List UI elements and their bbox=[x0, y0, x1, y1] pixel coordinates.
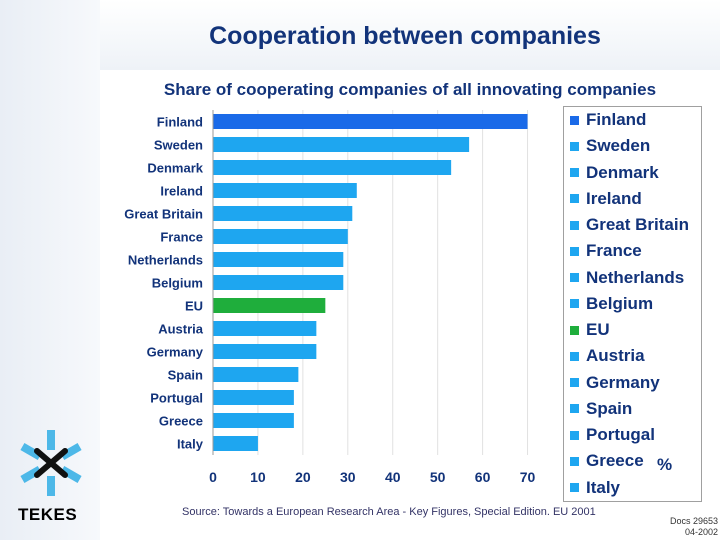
category-label: Germany bbox=[147, 345, 204, 360]
legend-item: Denmark bbox=[570, 161, 659, 185]
legend-item: Sweden bbox=[570, 134, 650, 158]
legend-item: Great Britain bbox=[570, 213, 689, 237]
legend-item: EU bbox=[570, 318, 610, 342]
category-label: Denmark bbox=[147, 161, 203, 176]
legend-label: France bbox=[586, 241, 642, 261]
legend-item: Netherlands bbox=[570, 266, 684, 290]
legend-swatch bbox=[570, 220, 579, 230]
legend-swatch bbox=[570, 404, 579, 414]
legend-label: Netherlands bbox=[586, 267, 685, 287]
tekes-logo-text: TEKES bbox=[18, 505, 78, 524]
category-label: Netherlands bbox=[128, 253, 203, 268]
legend-label: Ireland bbox=[586, 188, 642, 208]
legend-item: Belgium bbox=[570, 292, 653, 316]
bar-ireland bbox=[213, 183, 357, 198]
legend-item: Austria bbox=[570, 344, 645, 368]
legend-label: Germany bbox=[586, 372, 660, 392]
bar-netherlands bbox=[213, 252, 344, 267]
doc-id: Docs 29653 bbox=[669, 516, 718, 526]
bar-great-britain bbox=[213, 206, 353, 221]
category-label: Sweden bbox=[154, 138, 203, 153]
bar-greece bbox=[213, 413, 294, 428]
legend-label: EU bbox=[586, 320, 610, 340]
legend-label: Sweden bbox=[586, 136, 651, 156]
legend-swatch bbox=[570, 456, 579, 466]
bar-italy bbox=[213, 436, 258, 451]
bar-austria bbox=[213, 321, 317, 336]
legend-swatch bbox=[570, 299, 579, 309]
legend-swatch bbox=[570, 273, 579, 283]
category-label: Spain bbox=[168, 368, 203, 383]
category-label: France bbox=[160, 230, 203, 245]
legend-swatch bbox=[570, 115, 579, 125]
legend-item: Italy bbox=[570, 476, 620, 500]
legend-label: Finland bbox=[586, 110, 647, 129]
category-label: EU bbox=[185, 299, 203, 314]
category-label: Belgium bbox=[152, 276, 203, 291]
legend-label: Italy bbox=[586, 477, 621, 497]
chart-legend: Finland Sweden Denmark Ireland Great Britain… bbox=[563, 106, 702, 502]
category-label: Greece bbox=[159, 414, 203, 429]
header-band bbox=[100, 0, 720, 70]
x-tick-label: 60 bbox=[475, 469, 491, 485]
category-label: Ireland bbox=[160, 184, 203, 199]
legend-item: Greece bbox=[570, 449, 644, 473]
legend-swatch bbox=[570, 141, 579, 151]
bar-eu bbox=[213, 298, 326, 313]
legend-label: Denmark bbox=[586, 162, 659, 182]
legend-item: Finland bbox=[570, 108, 646, 132]
document-reference: Docs 29653 04-2002 bbox=[668, 516, 718, 538]
slide-title: Cooperation between companies bbox=[209, 22, 601, 50]
bar-spain bbox=[213, 367, 299, 382]
legend-label: Austria bbox=[586, 346, 645, 366]
legend-item: France bbox=[570, 239, 642, 263]
legend-label: Greece bbox=[586, 451, 644, 471]
category-label: Finland bbox=[157, 115, 203, 130]
x-tick-label: 50 bbox=[430, 469, 446, 485]
x-tick-label: 0 bbox=[209, 469, 217, 485]
bar-chart: Finland Sweden Denmark Ireland Great Britain… bbox=[124, 110, 550, 485]
x-tick-label: 20 bbox=[295, 469, 311, 485]
bar-portugal bbox=[213, 390, 294, 405]
bar-sweden bbox=[213, 137, 470, 152]
legend-label: Portugal bbox=[586, 425, 655, 445]
unit-label: % bbox=[657, 455, 673, 474]
legend-swatch bbox=[570, 378, 579, 388]
bar-denmark bbox=[213, 160, 452, 175]
legend-item: Portugal bbox=[570, 423, 655, 447]
category-label: Great Britain bbox=[124, 207, 203, 222]
bar-germany bbox=[213, 344, 317, 359]
x-tick-label: 40 bbox=[385, 469, 401, 485]
category-label: Portugal bbox=[150, 391, 203, 406]
bar-france bbox=[213, 229, 348, 244]
doc-date: 04-2002 bbox=[684, 527, 718, 537]
legend-label: Great Britain bbox=[586, 215, 689, 235]
tekes-logo-icon bbox=[20, 430, 82, 496]
x-tick-label: 10 bbox=[250, 469, 266, 485]
chart-subtitle: Share of cooperating companies of all in… bbox=[163, 80, 657, 99]
legend-item: Ireland bbox=[570, 187, 642, 211]
x-tick-label: 30 bbox=[340, 469, 356, 485]
category-label: Italy bbox=[177, 437, 204, 452]
bar-finland bbox=[213, 114, 528, 129]
legend-swatch bbox=[570, 168, 579, 178]
legend-swatch bbox=[570, 246, 579, 256]
legend-swatch bbox=[570, 325, 579, 335]
source-note: Source: Towards a European Research Area… bbox=[182, 506, 596, 518]
legend-swatch bbox=[570, 351, 579, 361]
legend-label: Spain bbox=[586, 398, 633, 418]
legend-label: Belgium bbox=[586, 293, 654, 313]
legend-swatch bbox=[570, 194, 579, 204]
bar-belgium bbox=[213, 275, 344, 290]
legend-item: Spain bbox=[570, 397, 632, 421]
legend-swatch bbox=[570, 483, 579, 493]
legend-item: Germany bbox=[570, 371, 660, 395]
legend-swatch bbox=[570, 430, 579, 440]
category-label: Austria bbox=[158, 322, 204, 337]
x-tick-label: 70 bbox=[520, 469, 536, 485]
